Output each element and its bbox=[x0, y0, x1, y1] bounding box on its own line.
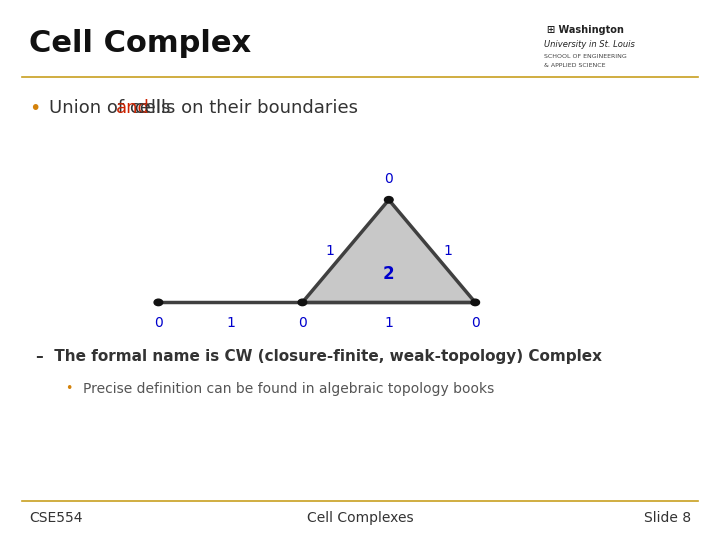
Circle shape bbox=[471, 299, 480, 306]
Text: and: and bbox=[116, 99, 150, 117]
Text: 1: 1 bbox=[444, 244, 452, 258]
Circle shape bbox=[154, 299, 163, 306]
Text: 0: 0 bbox=[471, 316, 480, 330]
Text: cells on their boundaries: cells on their boundaries bbox=[130, 99, 359, 117]
Text: Precise definition can be found in algebraic topology books: Precise definition can be found in algeb… bbox=[83, 382, 494, 396]
Text: Cell Complex: Cell Complex bbox=[29, 29, 251, 58]
Text: University in St. Louis: University in St. Louis bbox=[544, 40, 634, 49]
Text: –  The formal name is CW (closure-finite, weak-topology) Complex: – The formal name is CW (closure-finite,… bbox=[36, 349, 602, 364]
Text: 1: 1 bbox=[226, 316, 235, 330]
Text: 0: 0 bbox=[298, 316, 307, 330]
Polygon shape bbox=[302, 200, 475, 302]
Text: & APPLIED SCIENCE: & APPLIED SCIENCE bbox=[544, 63, 605, 69]
Text: Cell Complexes: Cell Complexes bbox=[307, 511, 413, 525]
Text: 0: 0 bbox=[154, 316, 163, 330]
Text: Slide 8: Slide 8 bbox=[644, 511, 691, 525]
Text: 1: 1 bbox=[325, 244, 334, 258]
Text: ⊞ Washington: ⊞ Washington bbox=[547, 25, 624, 35]
Text: •: • bbox=[29, 98, 40, 118]
Text: 0: 0 bbox=[384, 172, 393, 186]
Text: Union of cells: Union of cells bbox=[49, 99, 176, 117]
Text: SCHOOL OF ENGINEERING: SCHOOL OF ENGINEERING bbox=[544, 53, 626, 59]
Text: 2: 2 bbox=[383, 265, 395, 282]
Circle shape bbox=[384, 197, 393, 203]
Text: CSE554: CSE554 bbox=[29, 511, 82, 525]
Circle shape bbox=[298, 299, 307, 306]
Text: 1: 1 bbox=[384, 316, 393, 330]
Text: •: • bbox=[65, 382, 72, 395]
